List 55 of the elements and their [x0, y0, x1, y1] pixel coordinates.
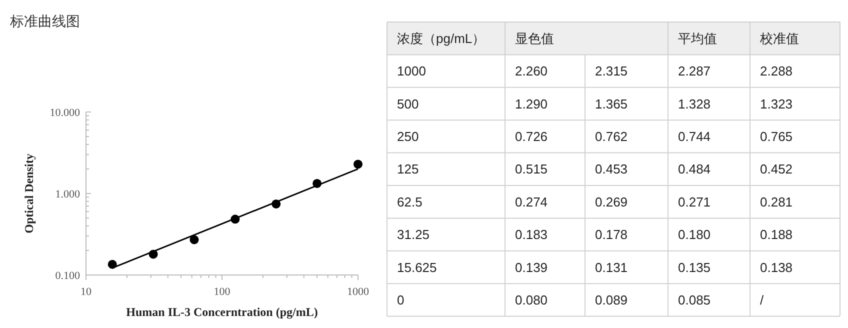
data-label: 2.315 [595, 64, 628, 79]
data-label: 0.281 [760, 194, 793, 210]
data-label: 0.135 [678, 260, 711, 275]
y-tick-label: 0.100 [55, 270, 80, 282]
data-label: 2.287 [678, 64, 711, 79]
x-tick-label: 1000 [347, 286, 370, 298]
data-label: 0.183 [515, 227, 548, 242]
data-label: 0.180 [678, 227, 711, 242]
data-label: / [760, 292, 764, 308]
data-label: 0.765 [760, 129, 793, 144]
data-label: 0.452 [760, 162, 793, 177]
category-label: 0 [397, 292, 404, 308]
data-label: 1.328 [678, 96, 711, 112]
x-axis-title: Human IL-3 Concerntration (pg/mL) [126, 305, 318, 319]
category-label: 62.5 [397, 194, 422, 210]
data-label: 0.085 [678, 292, 711, 308]
data-label: 0.080 [515, 292, 548, 308]
category-label: 31.25 [397, 227, 430, 242]
y-tick-label: 1.000 [55, 188, 80, 200]
data-label: 1.290 [515, 96, 548, 112]
data-label: 1.323 [760, 96, 793, 112]
text: 校准值 [759, 30, 799, 46]
category-label: 250 [397, 129, 419, 144]
data-label: 0.188 [760, 227, 793, 242]
y-axis-title: Optical Density [22, 154, 36, 234]
data-label: 2.288 [760, 64, 793, 79]
chart-title: 标准曲线图 [9, 13, 80, 29]
data-label: 0.762 [595, 129, 628, 144]
data-label: 0.178 [595, 227, 628, 242]
data-label: 0.269 [595, 194, 628, 210]
data-label: 0.484 [678, 162, 711, 177]
point [190, 235, 199, 244]
data-label: 0.744 [678, 129, 711, 144]
data-label: 0.139 [515, 260, 548, 275]
text: 浓度（pg/mL） [397, 30, 486, 46]
data-label: 0.089 [595, 292, 628, 308]
point [354, 160, 362, 169]
data-label: 0.274 [515, 194, 548, 210]
x-tick-label: 10 [80, 286, 92, 298]
data-label: 0.515 [515, 162, 548, 177]
category-label: 1000 [397, 64, 426, 79]
category-label: 15.625 [397, 260, 437, 275]
category-label: 500 [397, 96, 419, 112]
text: 平均值 [678, 30, 717, 46]
x-tick-label: 100 [214, 286, 231, 298]
text: 显色值 [515, 30, 554, 46]
data-label: 0.271 [678, 194, 711, 210]
data-label: 0.138 [760, 260, 793, 275]
y-tick-label: 10.000 [50, 106, 80, 119]
category-label: 125 [397, 162, 419, 177]
data-label: 0.131 [595, 260, 628, 275]
data-label: 1.365 [595, 96, 628, 112]
data-label: 2.260 [515, 64, 548, 79]
data-label: 0.453 [595, 162, 628, 177]
data-label: 0.726 [515, 129, 548, 144]
